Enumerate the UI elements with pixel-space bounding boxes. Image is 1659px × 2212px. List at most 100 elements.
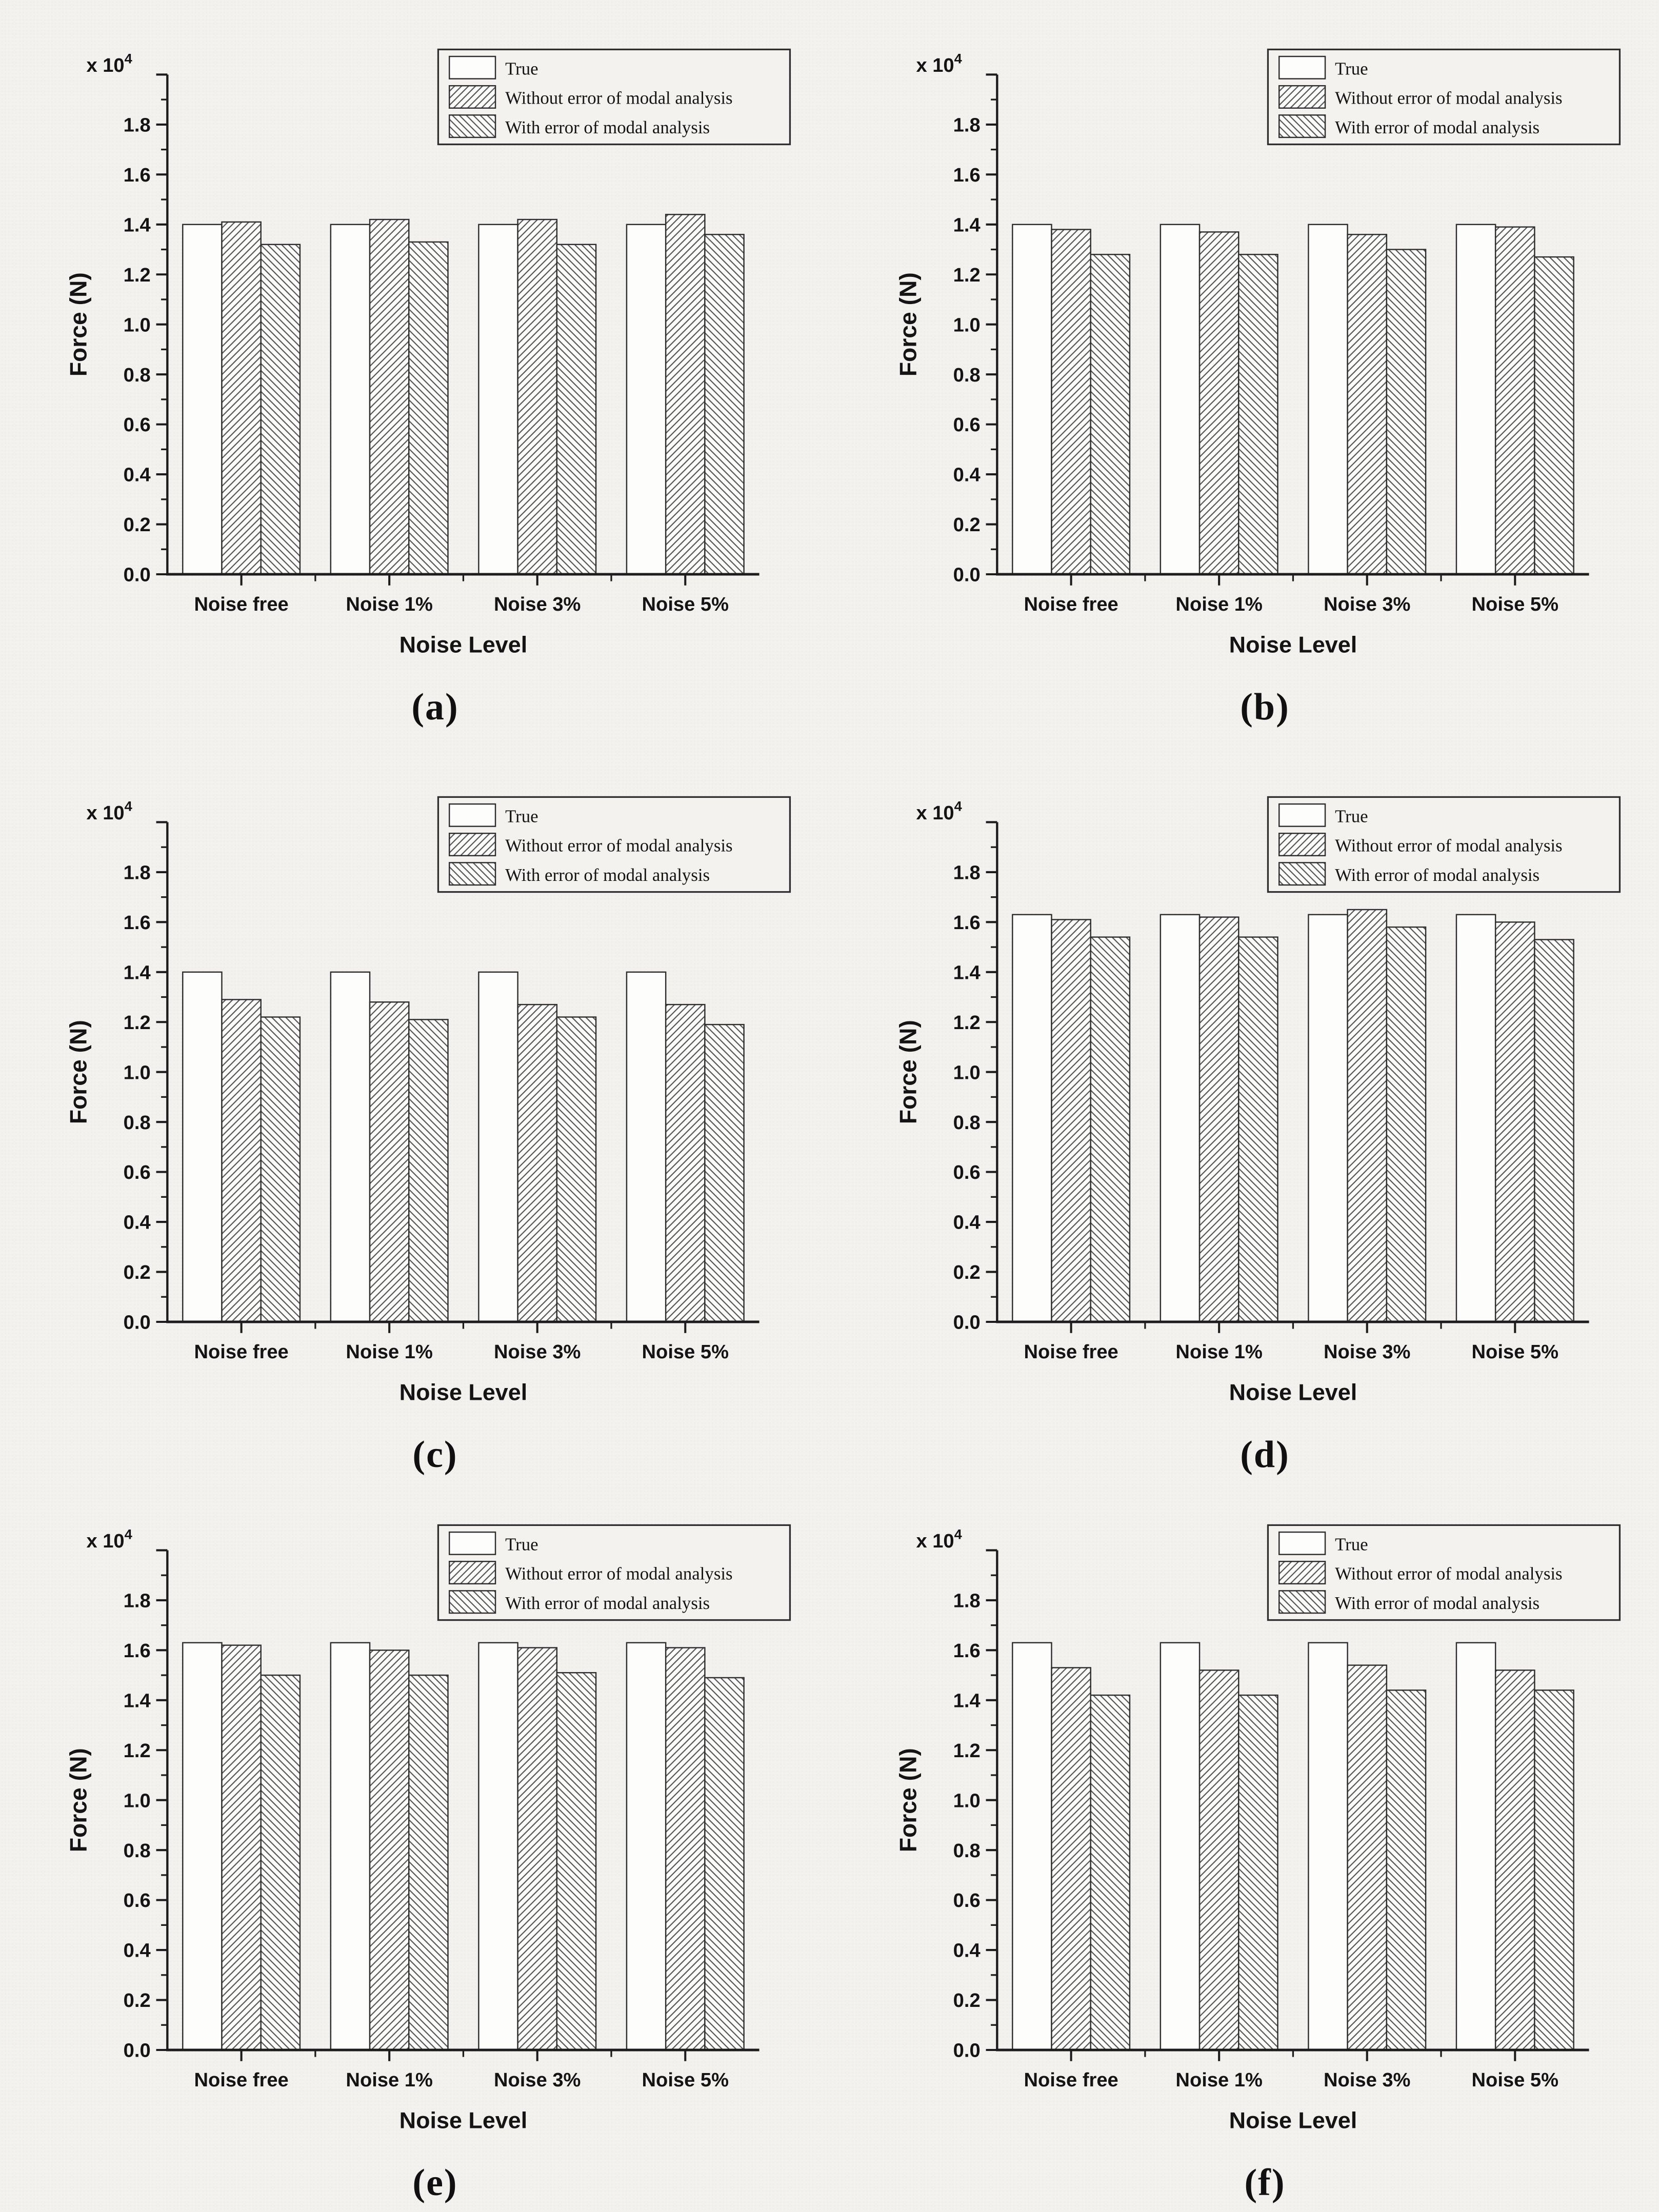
- chart-b-bar-with-noise-3%-hatch: [1386, 249, 1426, 574]
- chart-e-x-tick-label: Noise free: [194, 2069, 288, 2091]
- caption-a: (a): [411, 686, 459, 729]
- chart-a-y-tick-label: 1.8: [123, 115, 150, 136]
- chart-f-bar-without-noise-3%-hatch: [1347, 1665, 1387, 2050]
- chart-b-x-tick-label: Noise 3%: [1323, 594, 1410, 615]
- chart-d-legend-swatch-outline: [1278, 862, 1326, 886]
- chart-a-x-tick-label: Noise 3%: [493, 594, 580, 615]
- chart-c-bar-without-noise-5%-hatch: [665, 1004, 705, 1322]
- chart-a-x-axis-title: Noise Level: [399, 631, 527, 657]
- chart-d-legend-label: True: [1335, 806, 1368, 826]
- chart-e-legend-swatch: [449, 1532, 495, 1555]
- chart-c-y-tick-label: 0.6: [123, 1162, 150, 1183]
- chart-f-bar-true-noise-free: [1012, 1642, 1052, 2050]
- chart-f-bar-without-noise-5%-hatch: [1495, 1670, 1534, 2050]
- chart-b-bar-without-noise-3%-hatch: [1347, 234, 1387, 574]
- chart-d-bar-with-noise-5%-hatch: [1534, 939, 1574, 1322]
- chart-f-bar-with-noise-3%-hatch: [1386, 1690, 1426, 2050]
- chart-c-bar-with-noise-1%-hatch: [408, 1019, 448, 1322]
- chart-e-bar-without-noise-free-hatch: [222, 1645, 261, 2050]
- chart-b-bar-without-noise-5%-hatch: [1495, 227, 1534, 574]
- chart-f-x-tick-label: Noise 1%: [1175, 2069, 1262, 2091]
- chart-a-y-tick-label: 1.6: [123, 165, 150, 186]
- chart-f-y-tick-label: 1.2: [953, 1740, 980, 1762]
- chart-e-y-tick-label: 0.4: [123, 1940, 150, 1962]
- chart-a-bar-true-noise-1%: [330, 224, 370, 574]
- chart-e-x-tick-label: Noise 1%: [346, 2069, 432, 2091]
- chart-f-bar-with-noise-5%-hatch: [1534, 1690, 1574, 2050]
- chart-f-y-tick-label: 1.0: [953, 1790, 980, 1812]
- chart-a-y-tick-label: 0.8: [123, 365, 150, 386]
- chart-f-bar-true-noise-3%: [1308, 1642, 1348, 2050]
- chart-a-legend-swatch-hatch: [449, 86, 495, 108]
- chart-c-x-tick-label: Noise 5%: [642, 1341, 728, 1363]
- caption-b: (b): [1240, 686, 1290, 729]
- chart-a-x-tick-label: Noise 1%: [346, 594, 432, 615]
- chart-a-y-scale-note: x 104: [86, 51, 132, 76]
- chart-c-x-tick-label: Noise 1%: [346, 1341, 432, 1363]
- chart-d-legend-label: With error of modal analysis: [1335, 865, 1540, 885]
- chart-a-legend-swatch-outline: [448, 55, 496, 79]
- caption-c: (c): [412, 1434, 458, 1476]
- chart-b-bar-true-noise-1%: [1160, 224, 1200, 574]
- chart-f-y-axis-title: Force (N): [894, 1748, 921, 1852]
- chart-c-x-axis-title: Noise Level: [399, 1379, 527, 1405]
- chart-e-x-tick-label: Noise 5%: [642, 2069, 728, 2091]
- chart-b-legend-swatch-outline: [1278, 55, 1326, 79]
- chart-c-legend-label: With error of modal analysis: [505, 865, 710, 885]
- chart-d-legend-box: [1267, 796, 1621, 893]
- chart-a-y-tick-label: 0.0: [123, 565, 150, 586]
- chart-c-legend-swatch-outline: [448, 803, 496, 827]
- chart-c-legend-swatch-hatch: [449, 862, 495, 885]
- chart-panel-f: 0.0 0.2 0.4 0.6 0.8 1.0 1.2 1.4 1.6 1.8 Noise free…: [850, 1490, 1659, 2212]
- chart-a-bar-with-noise-free-hatch: [261, 244, 300, 574]
- chart-f-y-tick-label: 0.2: [953, 1990, 980, 2012]
- chart-a-bar-with-noise-3%-hatch: [556, 244, 596, 574]
- chart-b-bar-true-noise-5%: [1456, 224, 1495, 574]
- chart-e-x-tick-label: Noise 3%: [493, 2069, 580, 2091]
- chart-a-legend-box: [437, 48, 791, 146]
- chart-e-bar-without-noise-5%-hatch: [665, 1647, 705, 2050]
- chart-a-legend-swatch-outline: [448, 114, 496, 138]
- chart-e-x-axis-title: Noise Level: [399, 2107, 527, 2133]
- chart-b-bar-without-noise-free-hatch: [1051, 229, 1091, 574]
- chart-c-legend-label: Without error of modal analysis: [505, 836, 733, 856]
- chart-e-bar-without-noise-3%-hatch: [517, 1647, 557, 2050]
- chart-e-legend-swatch-outline: [448, 1560, 496, 1585]
- chart-d-legend-swatch-hatch: [1278, 833, 1325, 856]
- chart-b-y-tick-label: 1.8: [953, 115, 980, 136]
- chart-e-y-axis-title: Force (N): [65, 1748, 91, 1852]
- chart-b-legend-swatch: [1278, 56, 1325, 79]
- chart-d-bar-without-noise-1%-hatch: [1199, 917, 1238, 1322]
- chart-d-bar-true-noise-5%: [1456, 914, 1495, 1322]
- chart-b-y-tick-label: 1.0: [953, 314, 980, 336]
- chart-f-legend-box: [1267, 1524, 1621, 1621]
- chart-a-legend-label: Without error of modal analysis: [505, 88, 733, 108]
- chart-f-x-tick-label: Noise 3%: [1323, 2069, 1410, 2091]
- chart-c-legend-label: True: [505, 806, 538, 826]
- chart-c-y-tick-label: 0.0: [123, 1312, 150, 1334]
- chart-d-bar-true-noise-3%: [1308, 914, 1348, 1322]
- chart-panel-d: 0.0 0.2 0.4 0.6 0.8 1.0 1.2 1.4 1.6 1.8 Noise free…: [850, 756, 1659, 1489]
- chart-c-bar-true-noise-1%: [330, 972, 370, 1322]
- chart-d-bar-true-noise-1%: [1160, 914, 1200, 1322]
- chart-c-bar-true-noise-5%: [626, 972, 666, 1322]
- chart-c-legend-box: [437, 796, 791, 893]
- chart-c-bar-without-noise-free-hatch: [222, 999, 261, 1322]
- chart-c-y-tick-label: 1.6: [123, 912, 150, 934]
- chart-c-legend-swatch-hatch: [449, 833, 495, 856]
- chart-b-y-tick-label: 0.8: [953, 365, 980, 386]
- chart-panel-c: 0.0 0.2 0.4 0.6 0.8 1.0 1.2 1.4 1.6 1.8 Noise free…: [21, 756, 850, 1489]
- chart-e-y-tick-label: 1.0: [123, 1790, 150, 1812]
- chart-e-bar-with-noise-1%-hatch: [408, 1675, 448, 2050]
- chart-c-x-tick-label: Noise free: [194, 1341, 288, 1363]
- chart-b-x-tick-label: Noise free: [1024, 594, 1118, 615]
- chart-e-y-tick-label: 1.4: [123, 1690, 150, 1712]
- chart-e-legend-box: [437, 1524, 791, 1621]
- chart-d-x-tick-label: Noise 1%: [1175, 1341, 1262, 1363]
- chart-d-y-tick-label: 1.8: [953, 862, 980, 884]
- chart-d-y-tick-label: 0.0: [953, 1312, 980, 1334]
- chart-f-y-tick-label: 0.0: [953, 2040, 980, 2062]
- chart-c-y-axis-title: Force (N): [65, 1020, 91, 1124]
- chart-d-y-tick-label: 0.4: [953, 1212, 980, 1234]
- chart-a-legend-label: With error of modal analysis: [505, 117, 710, 137]
